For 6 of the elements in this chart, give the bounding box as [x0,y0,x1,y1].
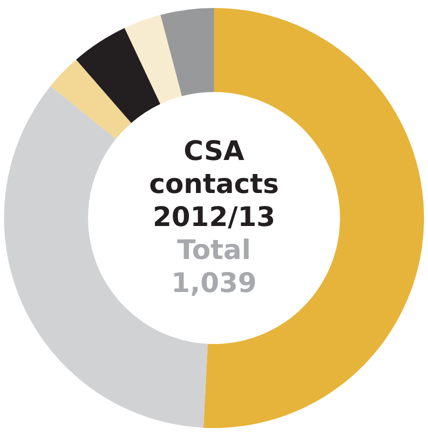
text: CSA contacts 2012/13 [149,136,279,233]
donut-slice [50,60,132,139]
donut-slice [160,8,214,96]
donut-slice [124,14,182,104]
text: Total 1,039 [171,235,257,299]
donut-slice [76,28,160,123]
